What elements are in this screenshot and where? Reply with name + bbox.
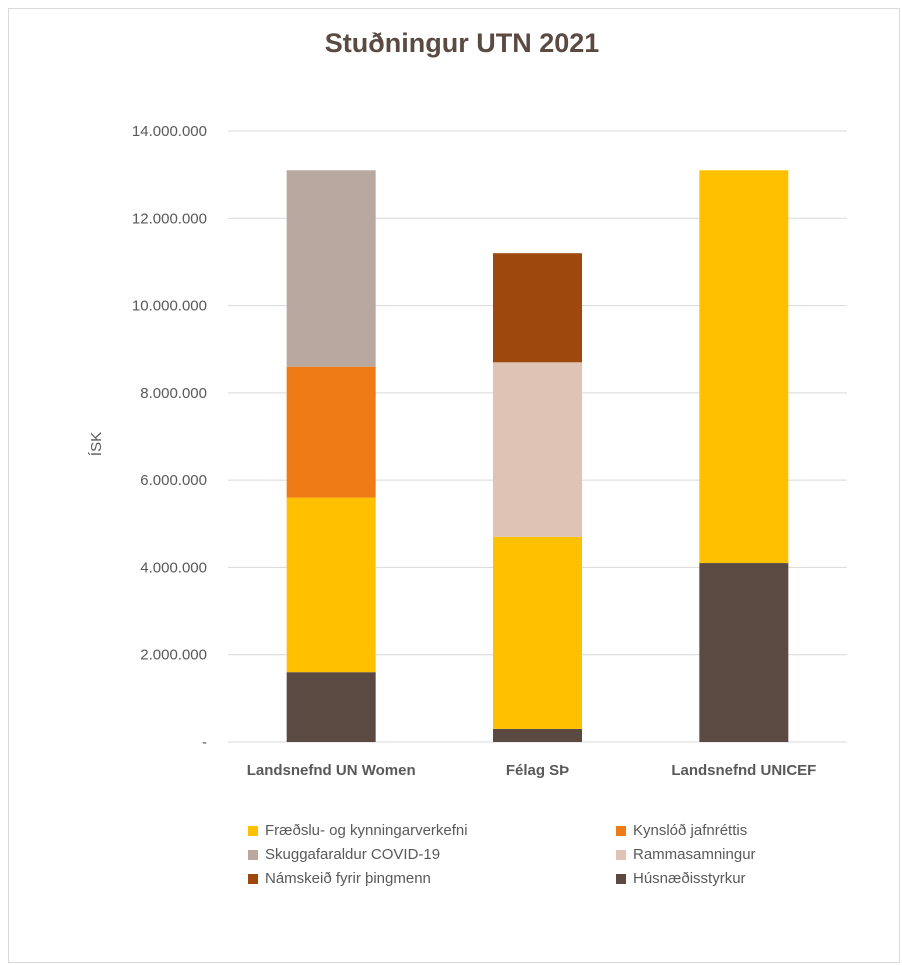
y-tick-label: 6.000.000: [140, 472, 207, 489]
x-tick-label: Landsnefnd UNICEF: [671, 762, 816, 779]
legend: Fræðslu- og kynningarverkefni Kynslóð jaf…: [248, 820, 808, 889]
legend-item: Húsnæðisstyrkur: [616, 868, 816, 889]
y-tick-label: 8.000.000: [140, 385, 207, 402]
legend-label: Námskeið fyrir þingmenn: [265, 870, 431, 887]
bar-segment: [286, 497, 376, 673]
y-tick-label: 2.000.000: [140, 647, 207, 664]
legend-label: Kynslóð jafnréttis: [633, 822, 748, 839]
x-tick-label: Félag SÞ: [506, 762, 569, 779]
legend-item: Rammasamningur: [616, 844, 816, 865]
bar-segment: [699, 170, 789, 564]
y-tick-label: 12.000.000: [132, 210, 207, 227]
bar-segment: [286, 170, 376, 367]
legend-item: Skuggafaraldur COVID-19: [248, 844, 616, 865]
y-tick-label: -: [202, 734, 207, 751]
legend-label: Rammasamningur: [633, 846, 756, 863]
legend-swatch: [616, 825, 626, 836]
legend-label: Skuggafaraldur COVID-19: [265, 846, 441, 863]
legend-item: Kynslóð jafnréttis: [616, 820, 816, 841]
y-tick-label: 14.000.000: [132, 123, 207, 140]
x-tick-labels: Landsnefnd UN Women Félag SÞ Landsnefnd UN…: [247, 762, 817, 779]
bar-segment: [493, 362, 582, 537]
bar-segment: [493, 728, 582, 742]
y-tick-label: 4.000.000: [140, 559, 207, 576]
bar-segment: [286, 672, 376, 742]
legend-label: Húsnæðisstyrkur: [633, 870, 746, 887]
legend-label: Fræðslu- og kynningarverkefni: [265, 822, 468, 839]
legend-swatch: [248, 873, 258, 884]
y-axis-label: ÍSK: [88, 432, 105, 456]
legend-swatch: [248, 825, 258, 836]
bar-segment: [493, 536, 582, 729]
legend-swatch: [248, 849, 258, 860]
x-tick-label: Landsnefnd UN Women: [247, 762, 416, 779]
legend-swatch: [616, 849, 626, 860]
bar-segment: [493, 253, 582, 363]
bar-segment: [699, 563, 789, 742]
chart-title: Stuðningur UTN 2021: [325, 28, 600, 58]
legend-item: Fræðslu- og kynningarverkefni: [248, 820, 616, 841]
y-tick-labels: - 2.000.000 4.000.000 6.000.000 8.000.000 10.…: [132, 123, 207, 751]
bars: [286, 170, 789, 742]
y-tick-label: 10.000.000: [132, 298, 207, 315]
legend-item: Námskeið fyrir þingmenn: [248, 868, 616, 889]
legend-swatch: [616, 873, 626, 884]
bar-segment: [286, 366, 376, 498]
